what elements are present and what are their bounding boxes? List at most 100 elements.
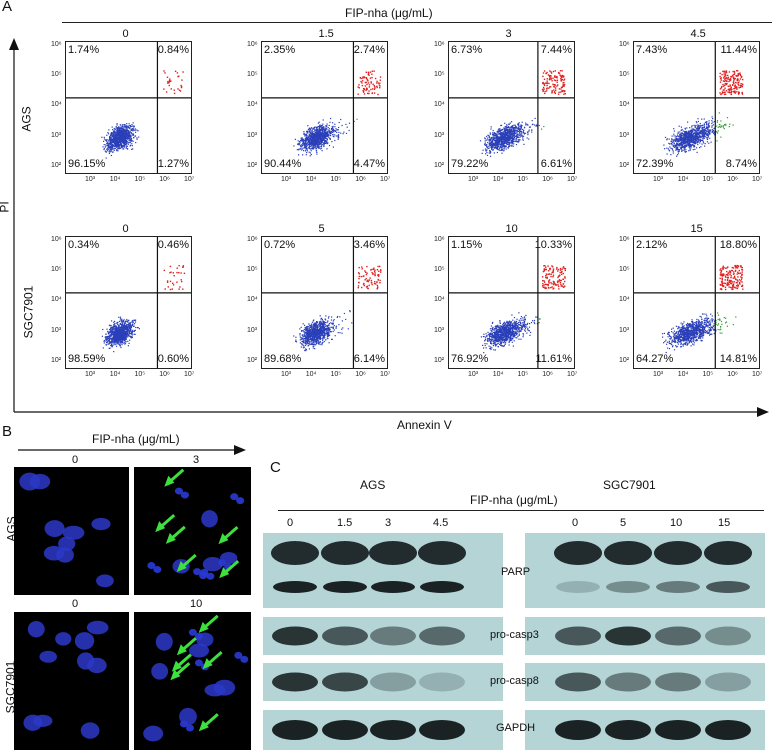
blot-strip (525, 617, 765, 655)
quadrant-percent-ur: 10.33% (534, 239, 572, 251)
flow-x-tick: 10³ (468, 176, 479, 183)
flow-plot (633, 41, 760, 174)
flow-y-tick: 10⁵ (51, 266, 62, 274)
micro-dose-sgc-0: 0 (72, 598, 79, 610)
flow-y-tick: 10⁵ (619, 71, 630, 79)
flow-y-tick: 10³ (247, 326, 258, 334)
flow-x-tick: 10⁴ (492, 176, 504, 183)
flow-y-tick: 10⁵ (434, 266, 445, 274)
blot-strip (263, 710, 503, 750)
panel-b-letter: B (2, 423, 13, 440)
flow-x-tick: 10⁴ (492, 371, 504, 378)
flow-x-tick: 10⁷ (567, 176, 578, 183)
quadrant-percent-ur: 11.44% (720, 44, 758, 56)
quadrant-percent-ul: 2.35% (264, 44, 296, 56)
quadrant-percent-ur: 2.74% (353, 44, 385, 56)
flow-y-tick: 10⁴ (434, 296, 445, 304)
micrograph-sgc-0 (14, 612, 129, 750)
quadrant-percent-lr: 1.27% (157, 158, 189, 170)
blot-strip (263, 617, 503, 655)
flow-y-tick: 10⁶ (247, 41, 258, 48)
panel-b-arrow (0, 440, 260, 460)
flow-x-tick: 10³ (653, 176, 664, 183)
flow-x-tick: 10⁶ (355, 371, 366, 378)
flow-y-tick: 10⁶ (434, 41, 445, 48)
flow-y-tick: 10² (434, 356, 445, 364)
flow-x-tick: 10⁵ (330, 371, 342, 378)
quadrant-percent-ll: 90.44% (264, 158, 302, 170)
flow-y-tick: 10⁶ (51, 41, 62, 48)
flow-y-tick: 10⁴ (619, 101, 630, 109)
blot-protein-label: PARP (501, 566, 531, 578)
flow-x-tick: 10⁴ (677, 371, 689, 378)
micro-dose-ags-3: 3 (193, 454, 200, 466)
flow-x-tick: 10⁴ (109, 371, 121, 378)
quadrant-percent-lr: 4.47% (353, 158, 385, 170)
quadrant-percent-ur: 7.44% (540, 44, 572, 56)
flow-y-tick: 10³ (434, 131, 445, 139)
flow-x-tick: 10⁶ (727, 176, 738, 183)
flow-x-tick: 10⁵ (702, 176, 714, 183)
blot-dose-ags: 4.5 (433, 517, 449, 529)
micrograph-sgc-10 (134, 612, 251, 750)
flow-x-tick: 10⁵ (702, 371, 714, 378)
flow-x-tick: 10⁴ (677, 176, 689, 183)
quadrant-percent-ll: 64.27% (636, 353, 674, 365)
flow-y-tick: 10³ (619, 131, 630, 139)
quadrant-percent-lr: 6.61% (540, 158, 572, 170)
quadrant-percent-ur: 0.46% (157, 239, 189, 251)
flow-dose-label: 3 (505, 28, 512, 40)
flow-y-tick: 10⁵ (619, 266, 630, 274)
flow-dose-label: 1.5 (318, 28, 334, 40)
quadrant-percent-lr: 11.61% (535, 353, 573, 365)
flow-y-tick: 10⁴ (434, 101, 445, 109)
flow-y-tick: 10⁵ (434, 71, 445, 79)
micro-dose-sgc-10: 10 (190, 598, 203, 610)
flow-x-tick: 10⁴ (109, 176, 121, 183)
flow-plot (448, 41, 575, 174)
blot-dose-sgc: 5 (620, 517, 627, 529)
flow-dose-label: 15 (690, 223, 703, 235)
panel-c-group-ags: AGS (360, 478, 386, 492)
flow-x-tick: 10³ (85, 371, 96, 378)
quadrant-percent-ul: 1.15% (451, 239, 483, 251)
flow-y-tick: 10³ (247, 131, 258, 139)
quadrant-percent-ul: 7.43% (636, 44, 668, 56)
panel-c-group-sgc: SGC7901 (603, 478, 656, 492)
panel-c-header: FIP-nha (μg/mL) (470, 493, 558, 507)
blot-strip (263, 663, 503, 701)
flow-plot (261, 236, 388, 369)
flow-x-tick: 10⁵ (517, 176, 529, 183)
flow-plot (261, 41, 388, 174)
blot-strip (525, 663, 765, 701)
quadrant-percent-ul: 6.73% (451, 44, 483, 56)
quadrant-percent-ll: 79.22% (451, 158, 489, 170)
flow-x-tick: 10⁶ (159, 176, 170, 183)
flow-x-tick: 10⁷ (380, 176, 391, 183)
flow-x-tick: 10⁵ (330, 176, 342, 183)
blot-strip (263, 533, 503, 608)
flow-y-tick: 10² (619, 161, 630, 169)
flow-x-tick: 10⁶ (159, 371, 170, 378)
flow-x-tick: 10⁷ (752, 176, 763, 183)
panel-a-y-label: PI (0, 201, 12, 213)
micrograph-ags-0 (14, 467, 129, 595)
flow-y-tick: 10² (51, 161, 62, 169)
flow-x-tick: 10⁶ (542, 176, 553, 183)
flow-plot (65, 236, 192, 369)
blot-dose-ags: 3 (385, 517, 392, 529)
flow-x-tick: 10³ (281, 176, 292, 183)
flow-y-tick: 10² (247, 161, 258, 169)
flow-x-tick: 10³ (468, 371, 479, 378)
quadrant-percent-ul: 1.74% (68, 44, 100, 56)
flow-x-tick: 10⁴ (305, 371, 317, 378)
flow-y-tick: 10² (619, 356, 630, 364)
flow-y-tick: 10³ (434, 326, 445, 334)
quadrant-percent-ul: 0.72% (264, 239, 296, 251)
flow-x-tick: 10⁶ (355, 176, 366, 183)
flow-dose-label: 0 (122, 28, 129, 40)
row-label-ags: AGS (19, 106, 34, 132)
blot-dose-ags: 0 (287, 517, 294, 529)
flow-y-tick: 10³ (51, 326, 62, 334)
blot-dose-sgc: 10 (670, 517, 683, 529)
